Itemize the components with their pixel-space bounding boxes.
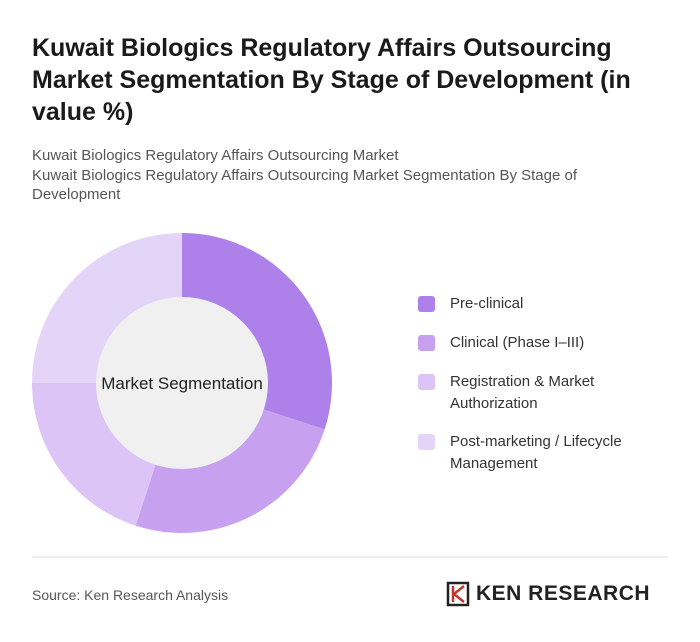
legend-label: Registration & Market Authorization xyxy=(450,373,595,412)
center-label: Market Segmentation xyxy=(101,374,263,393)
legend-label: Post-marketing / Lifecycle Management xyxy=(450,433,622,472)
legend-label: Clinical (Phase I–III) xyxy=(450,334,585,351)
legend-swatch xyxy=(418,335,435,351)
chart-title: Kuwait Biologics Regulatory Affairs Outs… xyxy=(32,34,631,126)
logo-icon xyxy=(446,581,470,607)
subtitle: Kuwait Biologics Regulatory Affairs Outs… xyxy=(32,167,578,203)
legend-swatch xyxy=(418,374,435,390)
logo-text: KEN RESEARCH xyxy=(476,582,651,605)
source: Source: Ken Research Analysis xyxy=(32,587,229,603)
legend-label: Pre-clinical xyxy=(450,295,524,312)
legend-swatch xyxy=(418,434,435,450)
legend-swatch xyxy=(418,296,435,312)
donut-hole xyxy=(96,297,268,469)
subtitle: Kuwait Biologics Regulatory Affairs Outs… xyxy=(32,147,399,164)
